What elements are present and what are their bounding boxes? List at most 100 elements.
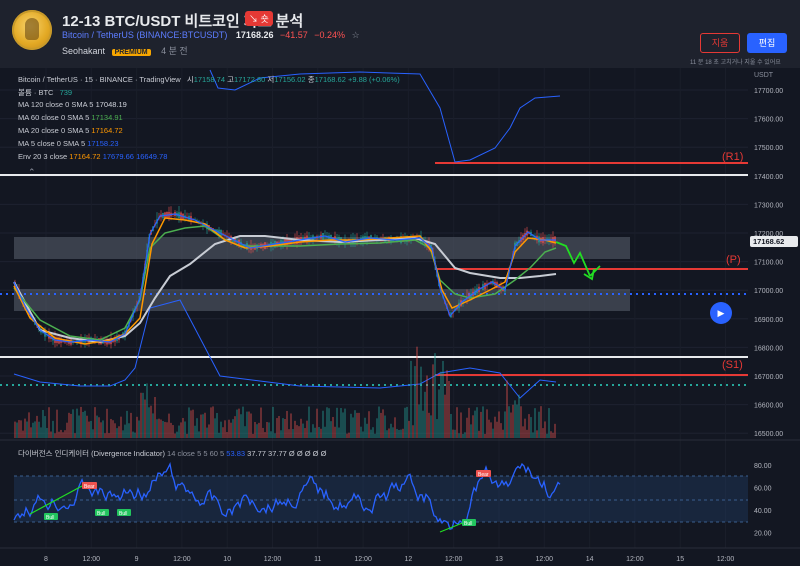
- change-value: +9.88 (+0.06%): [348, 75, 400, 84]
- projection-arrow-path: [555, 241, 591, 277]
- idea-header: 12-13 BTC/USDT 비트코인 차트 분석 ↘ 숏 Bitcoin / …: [0, 0, 800, 69]
- price-tick-label: 16900.00: [754, 317, 783, 324]
- time-tick-label: 12:00: [717, 556, 735, 563]
- symbol-title[interactable]: Bitcoin / TetherUS · 15 · BINANCE · Trad…: [18, 75, 181, 84]
- price-tick-label: 17700.00: [754, 88, 783, 95]
- bull-signal-3: Bull: [117, 509, 131, 517]
- low-value: 17156.02: [274, 75, 306, 84]
- indicator-params: 14 close 5 5 60 5: [167, 449, 225, 458]
- volume-legend[interactable]: 볼륨 · BTC 739: [18, 87, 72, 98]
- close-label: 종: [307, 75, 315, 84]
- symbol-line: Bitcoin / TetherUS (BINANCE:BTCUSDT) 171…: [62, 30, 360, 41]
- ma120-label: MA 120 close 0 SMA 5: [18, 100, 94, 109]
- volume-label: 볼륨 · BTC: [18, 88, 54, 97]
- bull-signal-4: Bull: [462, 519, 476, 527]
- level-r1-label: (R1): [722, 151, 743, 163]
- indicator-legend[interactable]: 다이버전스 인디케이터 (Divergence Indicator) 14 cl…: [18, 448, 326, 459]
- env-upper: 17679.66: [102, 152, 134, 161]
- envelope-legend[interactable]: Env 20 3 close 17164.72 17679.66 16649.7…: [18, 152, 167, 161]
- ma60-label: MA 60 close 0 SMA 5: [18, 113, 90, 122]
- indicator-band: [14, 476, 748, 522]
- currency-label: USDT: [754, 72, 774, 79]
- premium-badge: PREMIUM: [111, 49, 151, 56]
- bitcoin-logo-icon: [12, 10, 52, 50]
- env-lower: 16649.78: [136, 152, 168, 161]
- oscillator-line: [13, 461, 561, 531]
- svg-text:Bull: Bull: [119, 511, 127, 517]
- ohlc-legend: Bitcoin / TetherUS · 15 · BINANCE · Trad…: [18, 74, 400, 85]
- bear-signal-1: Bear: [82, 482, 97, 490]
- ma20-legend[interactable]: MA 20 close 0 SMA 5 17164.72: [18, 126, 123, 135]
- current-price-tag: 17168.62: [753, 237, 784, 246]
- bull-signal-1: Bull: [44, 513, 58, 521]
- time-tick-label: 13: [495, 556, 503, 563]
- play-icon[interactable]: ▶: [710, 302, 732, 324]
- ma60-line: [13, 225, 557, 341]
- level-p-label: (P): [726, 254, 741, 266]
- author-line: Seohakant PREMIUM 4 분 전: [62, 44, 188, 57]
- ma5-legend[interactable]: MA 5 close 0 SMA 5 17158.23: [18, 139, 119, 148]
- indicator-axis[interactable]: 80.00 60.00 40.00 20.00: [754, 463, 772, 538]
- time-tick-label: 12:00: [173, 556, 191, 563]
- delete-button[interactable]: 지움: [700, 33, 740, 53]
- collapse-chevron-icon[interactable]: ⌃: [28, 167, 36, 177]
- current-price-tag-bg: [750, 236, 798, 247]
- price-tick-label: 17600.00: [754, 117, 783, 124]
- price-tick-label: 17300.00: [754, 202, 783, 209]
- time-tick-label: 12:00: [264, 556, 282, 563]
- pair-name-link[interactable]: Bitcoin / TetherUS: [62, 30, 134, 40]
- ma60-value: 17134.91: [91, 113, 123, 122]
- time-tick-label: 12:00: [536, 556, 554, 563]
- open-label: 시: [186, 75, 194, 84]
- time-tick-label: 12:00: [445, 556, 463, 563]
- ma60-legend[interactable]: MA 60 close 0 SMA 5 17134.91: [18, 113, 123, 122]
- price-tick-label: 16500.00: [754, 431, 783, 438]
- star-icon[interactable]: ☆: [351, 30, 360, 40]
- projection-arrow-tail: [589, 265, 601, 277]
- edit-button[interactable]: 편집: [747, 33, 787, 53]
- indicator-value-4: Ø Ø Ø Ø Ø: [288, 449, 327, 458]
- ma120-legend[interactable]: MA 120 close 0 SMA 5 17048.19: [18, 100, 127, 109]
- price-change-percent: −0.24%: [314, 30, 346, 40]
- ma20-label: MA 20 close 0 SMA 5: [18, 126, 90, 135]
- open-value: 17158.74: [193, 75, 226, 84]
- range-box-upper: [14, 237, 630, 259]
- indicator-value-3: 37.77: [268, 449, 287, 458]
- high-value: 17172.80: [234, 75, 266, 84]
- posted-time: 4 분 전: [161, 46, 188, 56]
- short-badge: ↘ 숏: [245, 11, 273, 26]
- time-tick-label: 15: [676, 556, 684, 563]
- price-tick-label: 17200.00: [754, 231, 783, 238]
- ma20-value: 17164.72: [91, 126, 123, 135]
- price-tick-label: 16600.00: [754, 403, 783, 410]
- price-axis[interactable]: 17700.00 17600.00 17500.00 17400.00 17300.00…: [754, 88, 783, 438]
- env-basis: 17164.72: [69, 152, 101, 161]
- indicator-title: 다이버전스 인디케이터 (Divergence Indicator): [18, 449, 165, 458]
- time-tick-label: 12:00: [354, 556, 372, 563]
- pair-symbol-link[interactable]: (BINANCE:BTCUSDT): [136, 30, 228, 40]
- ma5-value: 17158.23: [87, 139, 119, 148]
- price-tick-label: 16800.00: [754, 345, 783, 352]
- range-box-lower: [14, 289, 630, 311]
- volume-value: 739: [59, 88, 73, 97]
- time-tick-label: 12: [405, 556, 413, 563]
- author-name[interactable]: Seohakant: [62, 46, 106, 56]
- env-label: Env 20 3 close: [18, 152, 68, 161]
- ma120-value: 17048.19: [95, 100, 127, 109]
- price-chart[interactable]: (R1) (P) (S1) USDT 17700.00 17600.00 17500…: [0, 68, 800, 566]
- indicator-value-2: 37.77: [247, 449, 266, 458]
- price-change: −41.57: [279, 30, 308, 40]
- time-axis[interactable]: 8 12:00 9 12:00 10 12:00 11 12:00 12 12:00 13 12:00…: [44, 556, 734, 563]
- volume-bars: [14, 346, 556, 438]
- indicator-tick-label: 20.00: [754, 531, 772, 538]
- high-label: 고: [227, 75, 235, 84]
- indicator-tick-label: 40.00: [754, 508, 772, 515]
- bull-signal-2: Bull: [95, 509, 109, 517]
- bear-signal-2: Bear: [476, 470, 491, 478]
- bull-divergence-line-1: [29, 485, 83, 515]
- indicator-value-1: 53.83: [226, 449, 246, 458]
- time-tick-label: 14: [586, 556, 594, 563]
- time-tick-label: 12:00: [83, 556, 101, 563]
- price-tick-label: 17000.00: [754, 288, 783, 295]
- last-price: 17168.26: [235, 30, 274, 40]
